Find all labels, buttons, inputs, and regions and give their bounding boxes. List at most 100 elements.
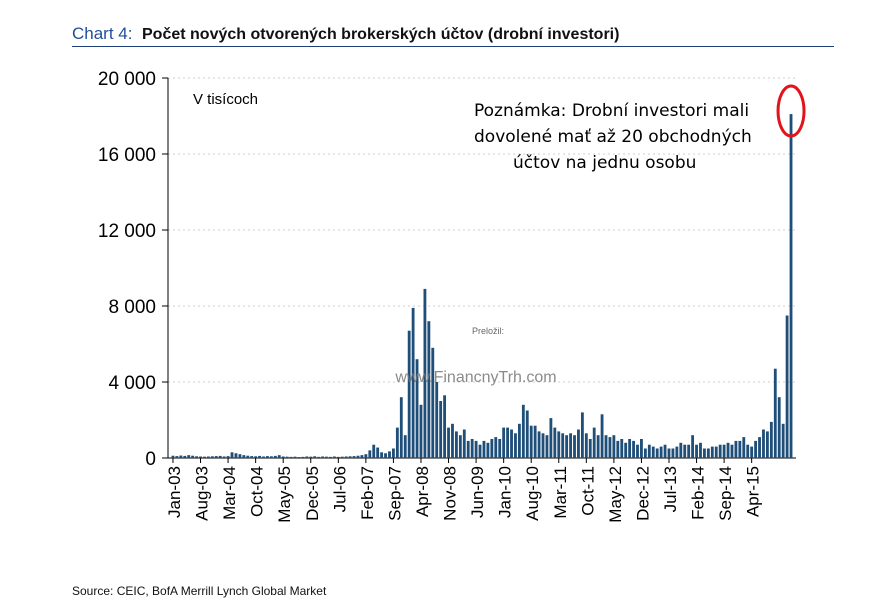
x-tick-label: Jan-10: [496, 466, 515, 518]
bar: [399, 397, 403, 458]
bar: [301, 456, 305, 458]
bar: [470, 439, 474, 458]
bar: [447, 427, 450, 458]
x-tick-label: Oct-11: [578, 466, 597, 516]
bar: [699, 442, 702, 458]
bar: [667, 448, 671, 458]
bar: [569, 433, 572, 458]
chart-number-label: Chart 4:: [72, 24, 133, 43]
bar: [600, 414, 604, 458]
bar: [281, 456, 285, 458]
bar: [321, 456, 324, 458]
bar: [195, 456, 198, 458]
y-tick-label: 8 000: [108, 297, 156, 318]
bar: [297, 457, 301, 458]
bar: [222, 456, 226, 458]
bar: [573, 435, 576, 458]
bar: [203, 456, 206, 458]
bar: [785, 315, 789, 458]
bar: [789, 114, 793, 458]
unit-note: V tisícoch: [193, 91, 258, 108]
bar: [514, 433, 517, 458]
bar: [313, 456, 317, 458]
bar: [541, 433, 545, 458]
bar: [427, 321, 431, 458]
bar: [679, 442, 683, 458]
bar: [293, 456, 297, 458]
bar: [628, 439, 632, 458]
bar: [557, 431, 561, 458]
bar: [537, 431, 541, 458]
bar: [466, 440, 470, 458]
bar: [443, 395, 447, 458]
bar: [754, 440, 758, 458]
bar: [407, 330, 411, 458]
bar: [758, 437, 761, 458]
annotation-line: Poznámka: Drobní investori mali: [474, 101, 749, 121]
bar: [773, 368, 777, 458]
chart-header: Chart 4: Počet nových otvorených brokers…: [72, 24, 834, 47]
bar: [663, 444, 667, 458]
bar: [266, 456, 269, 458]
bar: [577, 429, 580, 458]
bar: [533, 425, 537, 458]
bar: [356, 455, 360, 458]
bar: [344, 456, 348, 458]
x-tick-label: Jan-03: [165, 466, 184, 518]
y-tick-label: 20 000: [98, 69, 156, 90]
translator-note: Preložil:: [472, 326, 504, 336]
bar: [726, 442, 730, 458]
bar: [458, 435, 462, 458]
bar: [183, 455, 187, 458]
bar: [340, 456, 344, 458]
x-tick-label: Sep-07: [385, 466, 404, 521]
x-tick-label: Aug-03: [193, 466, 212, 521]
bar: [592, 427, 596, 458]
bar: [765, 431, 769, 458]
bar: [360, 455, 364, 458]
bar: [746, 444, 750, 458]
bar: [521, 404, 525, 458]
bar: [277, 455, 281, 458]
bar: [584, 433, 588, 458]
bar: [462, 429, 466, 458]
bar: [415, 359, 419, 458]
y-tick-label: 12 000: [98, 221, 156, 242]
bar: [616, 440, 620, 458]
bar: [647, 444, 651, 458]
bar: [411, 307, 415, 458]
bar: [179, 455, 183, 458]
x-tick-label: Dec-12: [633, 466, 652, 521]
bar: [659, 446, 663, 458]
bar: [596, 435, 600, 458]
bar: [199, 456, 202, 458]
x-tick-label: Jun-09: [468, 466, 487, 518]
bar: [604, 435, 608, 458]
bar: [734, 440, 738, 458]
bar: [234, 453, 238, 458]
bar: [309, 456, 313, 458]
bar: [254, 456, 258, 458]
bar: [269, 456, 273, 458]
bar: [643, 448, 647, 458]
bar: [246, 455, 250, 458]
bar: [376, 447, 380, 458]
bar: [750, 446, 754, 458]
chart-title: Počet nových otvorených brokerských účto…: [142, 26, 620, 43]
bar: [258, 455, 261, 458]
bar: [620, 439, 624, 458]
x-tick-label: Jul-13: [661, 466, 680, 512]
bar: [368, 450, 372, 458]
x-tick-label: May-05: [275, 466, 294, 523]
bar: [722, 444, 726, 458]
bar: [632, 440, 635, 458]
x-tick-label: Feb-07: [358, 466, 377, 520]
bar: [718, 444, 722, 458]
bar: [608, 437, 612, 458]
y-tick-label: 16 000: [98, 145, 156, 166]
bar: [486, 442, 490, 458]
bar: [769, 421, 773, 458]
bar: [714, 446, 718, 458]
x-tick-label: Nov-08: [441, 466, 460, 521]
